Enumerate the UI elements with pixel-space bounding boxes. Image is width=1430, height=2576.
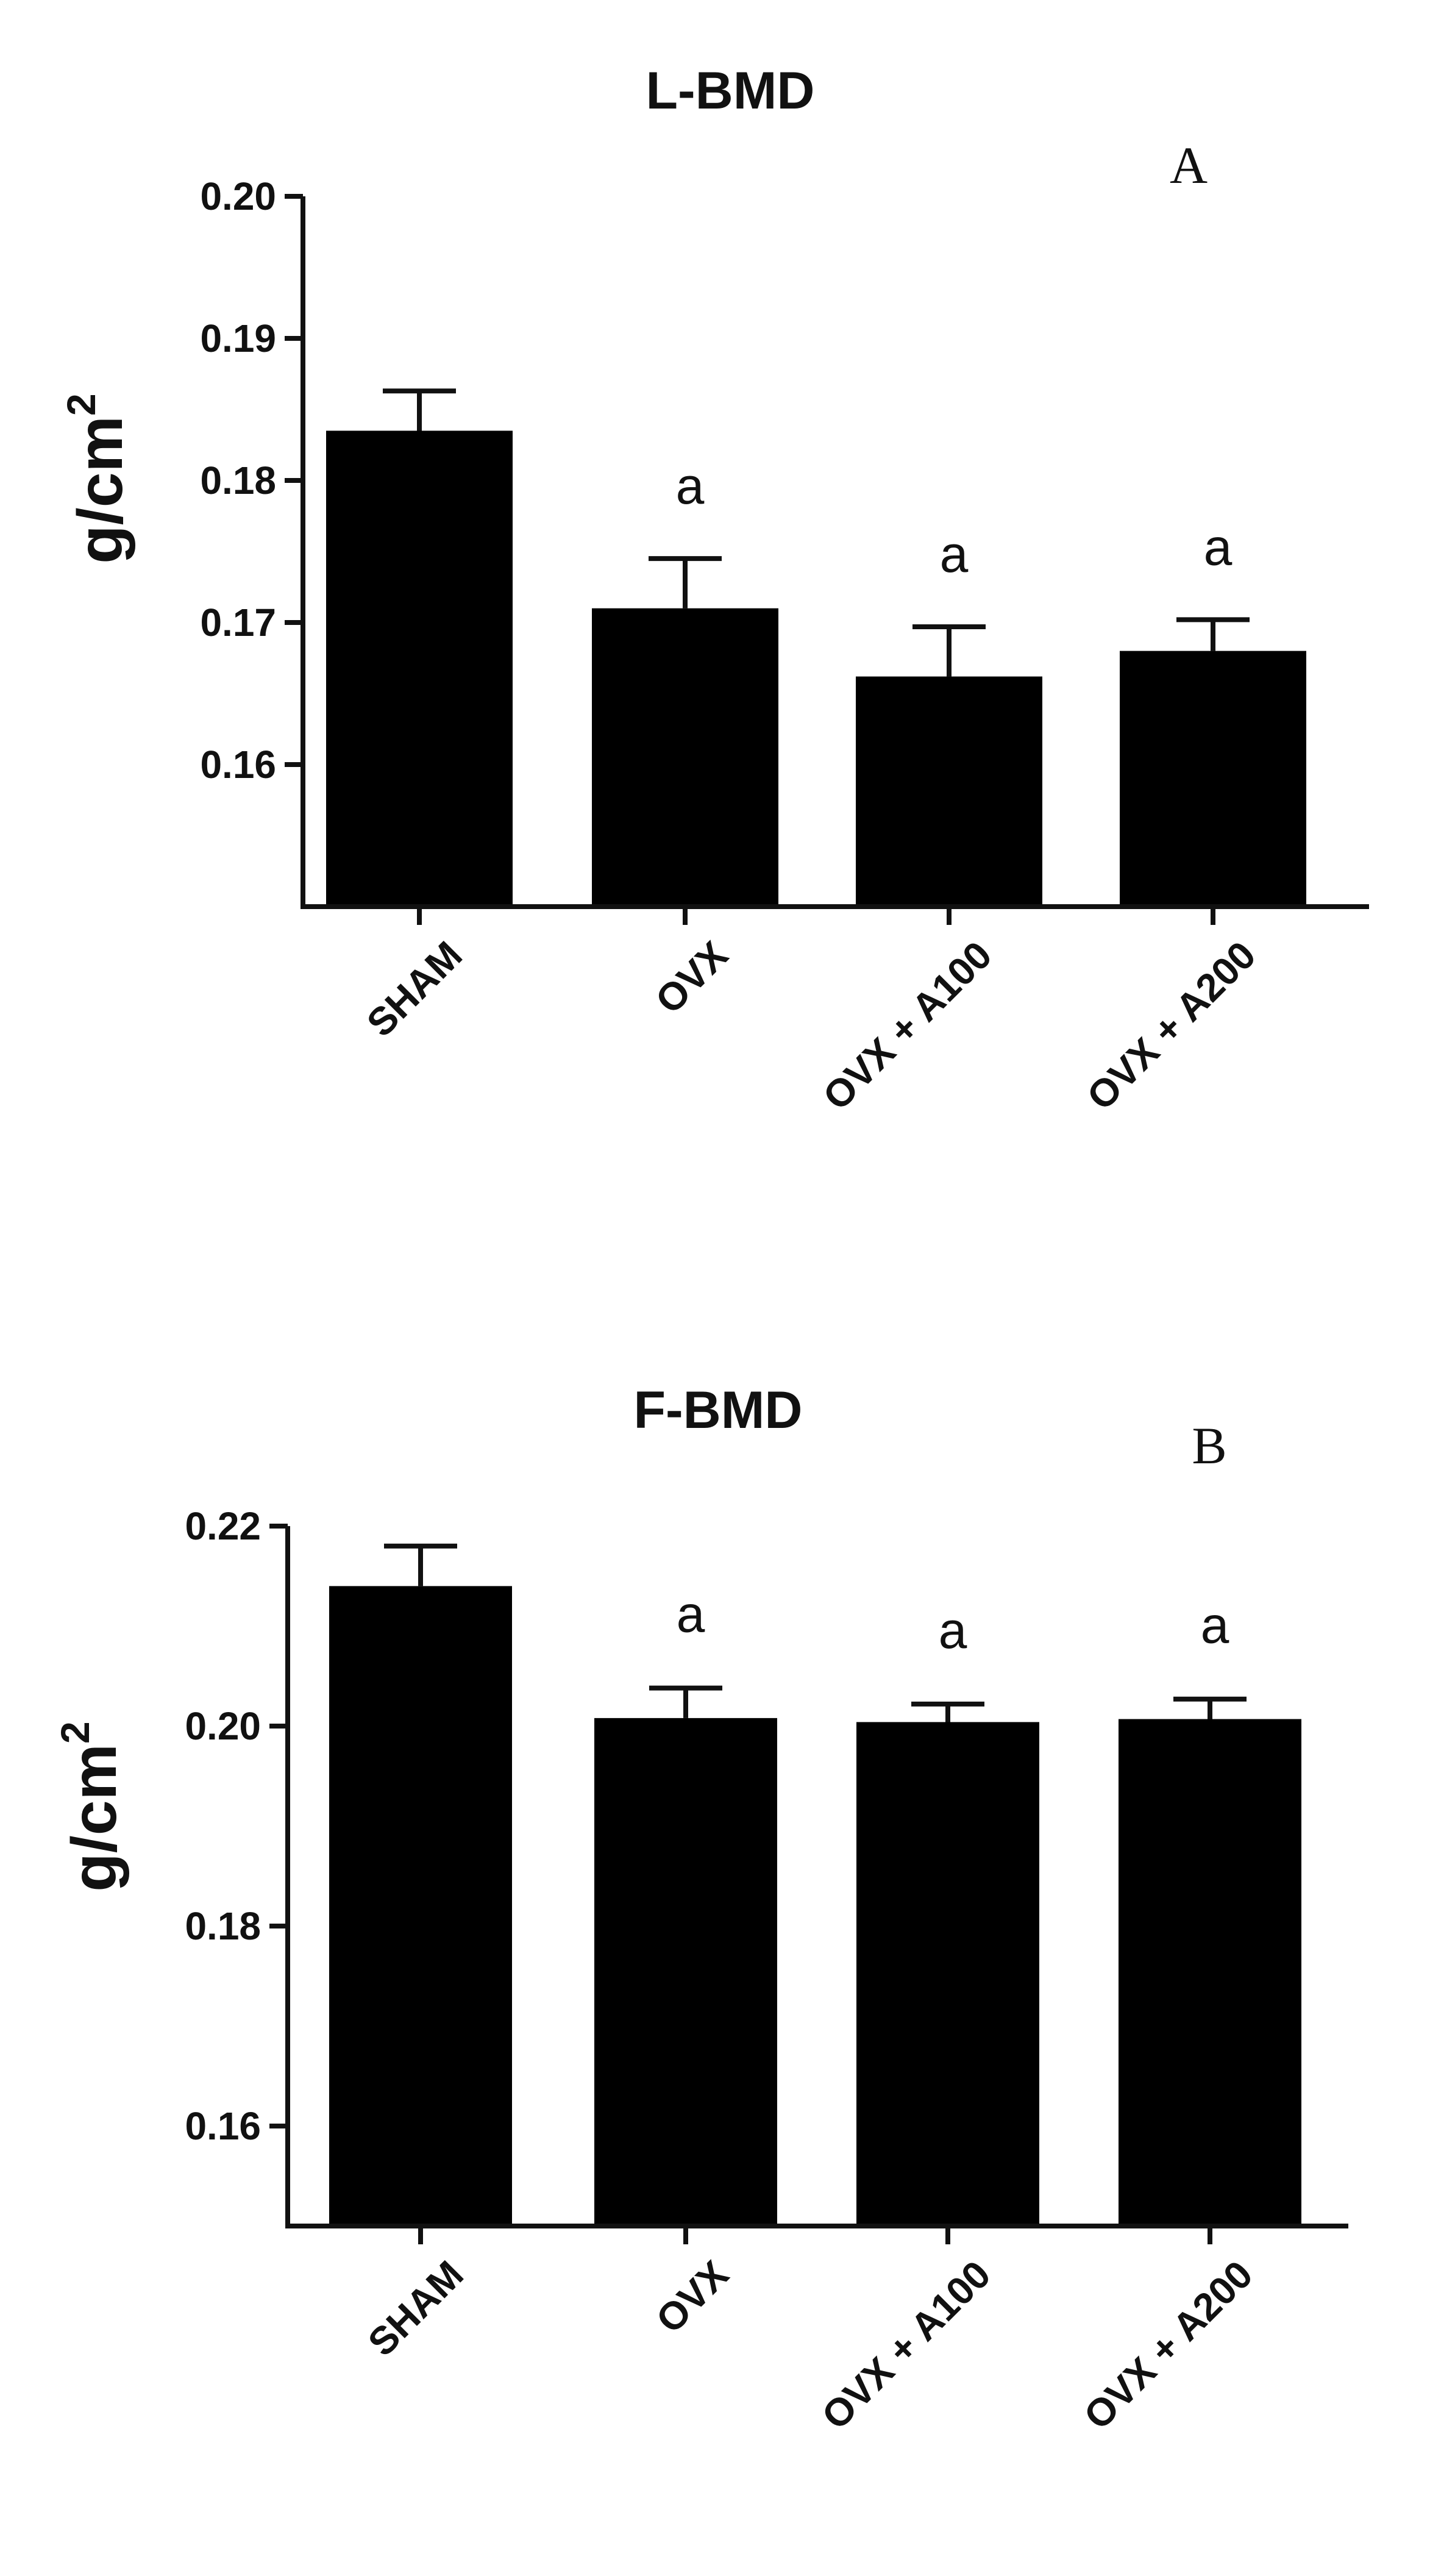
axes xyxy=(285,1526,1348,2228)
panel-label: B xyxy=(1192,1416,1226,1475)
significance-label: a xyxy=(940,526,969,583)
bar xyxy=(594,1718,777,2226)
error-bar xyxy=(1176,617,1250,651)
y-tick-label: 0.20 xyxy=(200,174,276,218)
bar xyxy=(856,676,1042,907)
chart-f-bmd: F-BMD B g/cm2 0.16 0.18 0.20 0.22 SHAM OVX a OV… xyxy=(52,1381,1348,2438)
significance-label: a xyxy=(1201,1597,1229,1654)
significance-label: a xyxy=(1204,518,1233,576)
x-tick-label: OVX + A200 xyxy=(1078,933,1264,1119)
chart-l-bmd: L-BMD A g/cm2 0.16 0.17 0.18 0.19 0.20 SHAM OV… xyxy=(59,62,1369,1118)
panel-label: A xyxy=(1170,136,1208,194)
x-tick-label: OVX xyxy=(647,2252,737,2342)
error-bar xyxy=(649,556,722,608)
significance-label: a xyxy=(677,1586,705,1643)
y-tick-label: 0.18 xyxy=(200,458,276,502)
bar xyxy=(326,430,513,907)
error-bar xyxy=(649,1685,722,1718)
bar xyxy=(1120,651,1306,907)
x-tick-label: SHAM xyxy=(358,933,471,1045)
y-axis-label: g/cm2 xyxy=(52,1721,130,1891)
y-axis-label: g/cm2 xyxy=(59,393,136,563)
chart-title: L-BMD xyxy=(646,62,814,120)
y-tick-label: 0.16 xyxy=(200,743,276,787)
y-tick-label: 0.18 xyxy=(185,1904,261,1948)
error-bar xyxy=(384,1543,457,1586)
significance-label: a xyxy=(676,457,705,515)
y-tick-label: 0.19 xyxy=(200,316,276,360)
error-bar xyxy=(911,1701,984,1722)
x-tick-label: SHAM xyxy=(360,2252,472,2364)
bars-layer: 0.16 0.18 0.20 0.22 SHAM OVX a OVX + A100 a OVX +… xyxy=(185,1504,1301,2438)
chart-title: F-BMD xyxy=(633,1381,802,1440)
axes xyxy=(301,196,1369,909)
x-tick-label: OVX + A100 xyxy=(813,2252,999,2438)
y-tick-label: 0.17 xyxy=(200,601,276,644)
bar xyxy=(1119,1719,1301,2226)
y-tick-label: 0.20 xyxy=(185,1704,261,1748)
y-tick-label: 0.16 xyxy=(185,2104,261,2148)
bars-layer: 0.16 0.17 0.18 0.19 0.20 SHAM OVX a OVX + A100 a O… xyxy=(200,174,1306,1118)
y-tick-label: 0.22 xyxy=(185,1504,261,1548)
bar xyxy=(329,1586,512,2226)
significance-label: a xyxy=(939,1602,967,1659)
x-tick-label: OVX xyxy=(647,933,736,1022)
error-bar xyxy=(912,624,986,677)
error-bar xyxy=(1173,1696,1247,1719)
x-tick-label: OVX + A100 xyxy=(814,933,1000,1119)
error-bar xyxy=(383,388,456,431)
bar xyxy=(856,1722,1039,2226)
x-tick-label: OVX + A200 xyxy=(1075,2252,1261,2438)
bar xyxy=(592,608,778,907)
